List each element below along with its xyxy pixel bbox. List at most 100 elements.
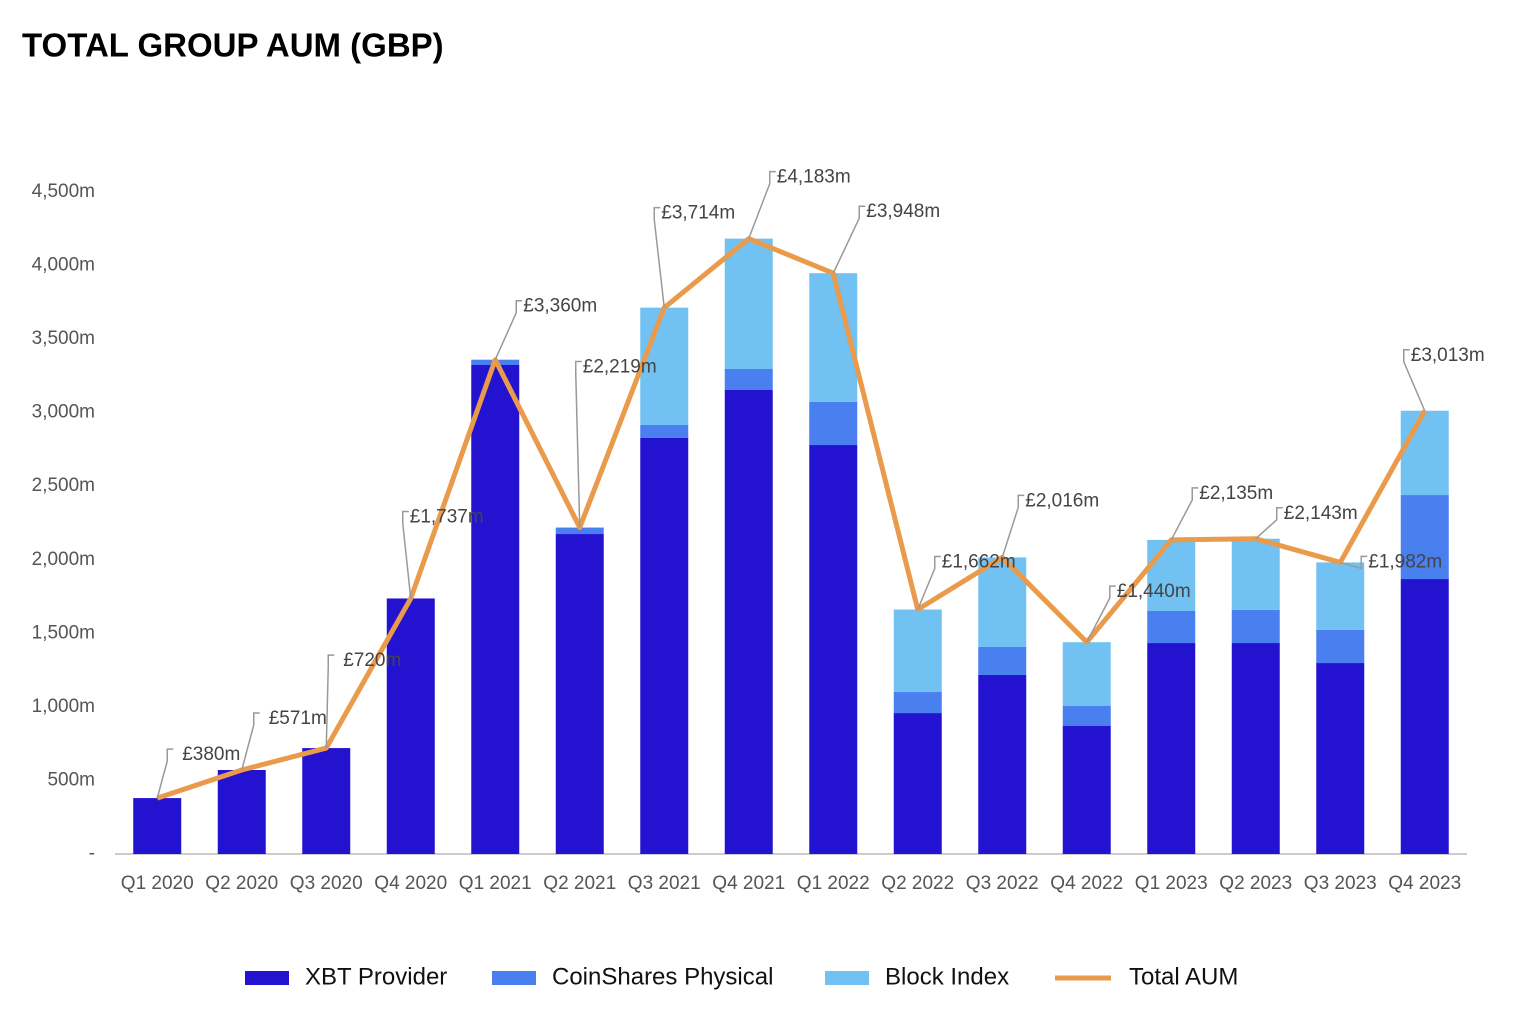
legend-label: Total AUM xyxy=(1129,963,1238,990)
x-tick-label: Q1 2020 xyxy=(121,873,194,894)
data-label: £3,013m xyxy=(1411,345,1485,366)
data-label: £1,662m xyxy=(942,552,1016,573)
x-tick-label: Q1 2021 xyxy=(459,873,532,894)
x-tick-label: Q4 2020 xyxy=(374,873,447,894)
leader-line xyxy=(832,205,866,274)
bar-segment xyxy=(386,598,435,854)
y-tick-label: 500m xyxy=(47,769,95,790)
data-label: £1,440m xyxy=(1117,581,1191,602)
bar-segment xyxy=(1400,579,1449,854)
leader-line xyxy=(1170,487,1199,541)
bar-segment xyxy=(893,692,942,714)
leader-line xyxy=(241,712,260,771)
bar-segment xyxy=(724,390,773,854)
bar-segment xyxy=(893,713,942,854)
x-tick-label: Q3 2023 xyxy=(1304,873,1377,894)
bar-segment xyxy=(724,238,773,369)
legend-swatch xyxy=(825,971,869,985)
bar-segment xyxy=(809,445,858,854)
bar-segment xyxy=(1147,610,1196,644)
bar-segment xyxy=(471,365,520,854)
bar-segment xyxy=(640,307,689,426)
legend-swatch xyxy=(245,971,289,985)
bar-segment xyxy=(640,425,689,438)
data-label: £4,183m xyxy=(777,167,851,188)
data-label: £2,135m xyxy=(1199,483,1273,504)
bar-segment xyxy=(1231,643,1280,854)
bar-segment xyxy=(1147,539,1196,611)
y-tick-label: 4,000m xyxy=(32,255,95,276)
data-label: £2,143m xyxy=(1284,503,1358,524)
bar-segment xyxy=(1231,609,1280,644)
y-tick-label: 4,500m xyxy=(32,181,95,202)
total-line xyxy=(156,236,1427,801)
leader-line xyxy=(1340,555,1368,570)
data-label: £3,714m xyxy=(661,203,735,224)
bar-segment xyxy=(1400,410,1449,496)
bar-segment xyxy=(1316,562,1365,630)
x-tick-label: Q4 2022 xyxy=(1050,873,1123,894)
bar-segment xyxy=(978,674,1027,854)
bar-segment xyxy=(1316,629,1365,664)
y-tick-label: 3,000m xyxy=(32,402,95,423)
leader-line xyxy=(1403,349,1426,412)
bar-segment xyxy=(1147,643,1196,854)
x-tick-label: Q1 2023 xyxy=(1135,873,1208,894)
leader-line xyxy=(325,654,335,749)
leader-line xyxy=(653,206,665,308)
y-tick-label: 2,000m xyxy=(32,549,95,570)
data-label: £1,737m xyxy=(410,506,484,527)
legend-swatch xyxy=(492,971,536,985)
data-label: £2,016m xyxy=(1025,490,1099,511)
leader-line xyxy=(748,170,776,239)
bar-segment xyxy=(724,368,773,391)
leader-line xyxy=(402,510,412,599)
bar-segment xyxy=(555,527,604,535)
bar-segment xyxy=(1062,642,1111,707)
legend-label: CoinShares Physical xyxy=(552,963,773,990)
x-tick-label: Q3 2022 xyxy=(966,873,1039,894)
x-tick-label: Q2 2021 xyxy=(543,873,616,894)
bar-segment xyxy=(1231,538,1280,610)
x-tick-label: Q4 2021 xyxy=(712,873,785,894)
bar-segment xyxy=(302,748,351,854)
data-label: £1,982m xyxy=(1368,551,1442,572)
leader-line xyxy=(494,299,523,361)
x-tick-label: Q3 2020 xyxy=(290,873,363,894)
leader-line xyxy=(575,360,582,528)
x-tick-label: Q3 2021 xyxy=(628,873,701,894)
data-label: £3,360m xyxy=(523,296,597,317)
bar-segment xyxy=(133,798,182,854)
bar-segment xyxy=(1062,726,1111,854)
data-label: £571m xyxy=(269,708,327,729)
bar-segment xyxy=(1062,706,1111,727)
y-tick-label: 1,500m xyxy=(32,622,95,643)
y-tick-label: 3,500m xyxy=(32,328,95,349)
y-tick-label: - xyxy=(89,843,95,864)
x-tick-label: Q2 2023 xyxy=(1219,873,1292,894)
x-tick-label: Q2 2020 xyxy=(205,873,278,894)
bar-segment xyxy=(978,647,1027,675)
data-label: £380m xyxy=(182,744,240,765)
leader-line xyxy=(156,748,174,799)
bar-segment xyxy=(893,609,942,693)
x-tick-label: Q1 2022 xyxy=(797,873,870,894)
data-label: £2,219m xyxy=(583,357,657,378)
leader-line xyxy=(917,555,941,610)
bar-segment xyxy=(555,534,604,854)
bar-segment xyxy=(809,401,858,446)
bar-segment xyxy=(1316,663,1365,854)
x-tick-label: Q4 2023 xyxy=(1388,873,1461,894)
bar-segment xyxy=(1400,495,1449,580)
bar-segment xyxy=(640,437,689,854)
leader-line xyxy=(1255,506,1283,540)
chart-title: TOTAL GROUP AUM (GBP) xyxy=(22,27,444,64)
data-label: £720m xyxy=(343,650,401,671)
legend-label: XBT Provider xyxy=(305,963,447,990)
data-label: £3,948m xyxy=(866,201,940,222)
legend-label: Block Index xyxy=(885,963,1009,990)
leader-line xyxy=(1086,585,1116,643)
leader-line xyxy=(1001,494,1025,558)
y-tick-label: 1,000m xyxy=(32,696,95,717)
